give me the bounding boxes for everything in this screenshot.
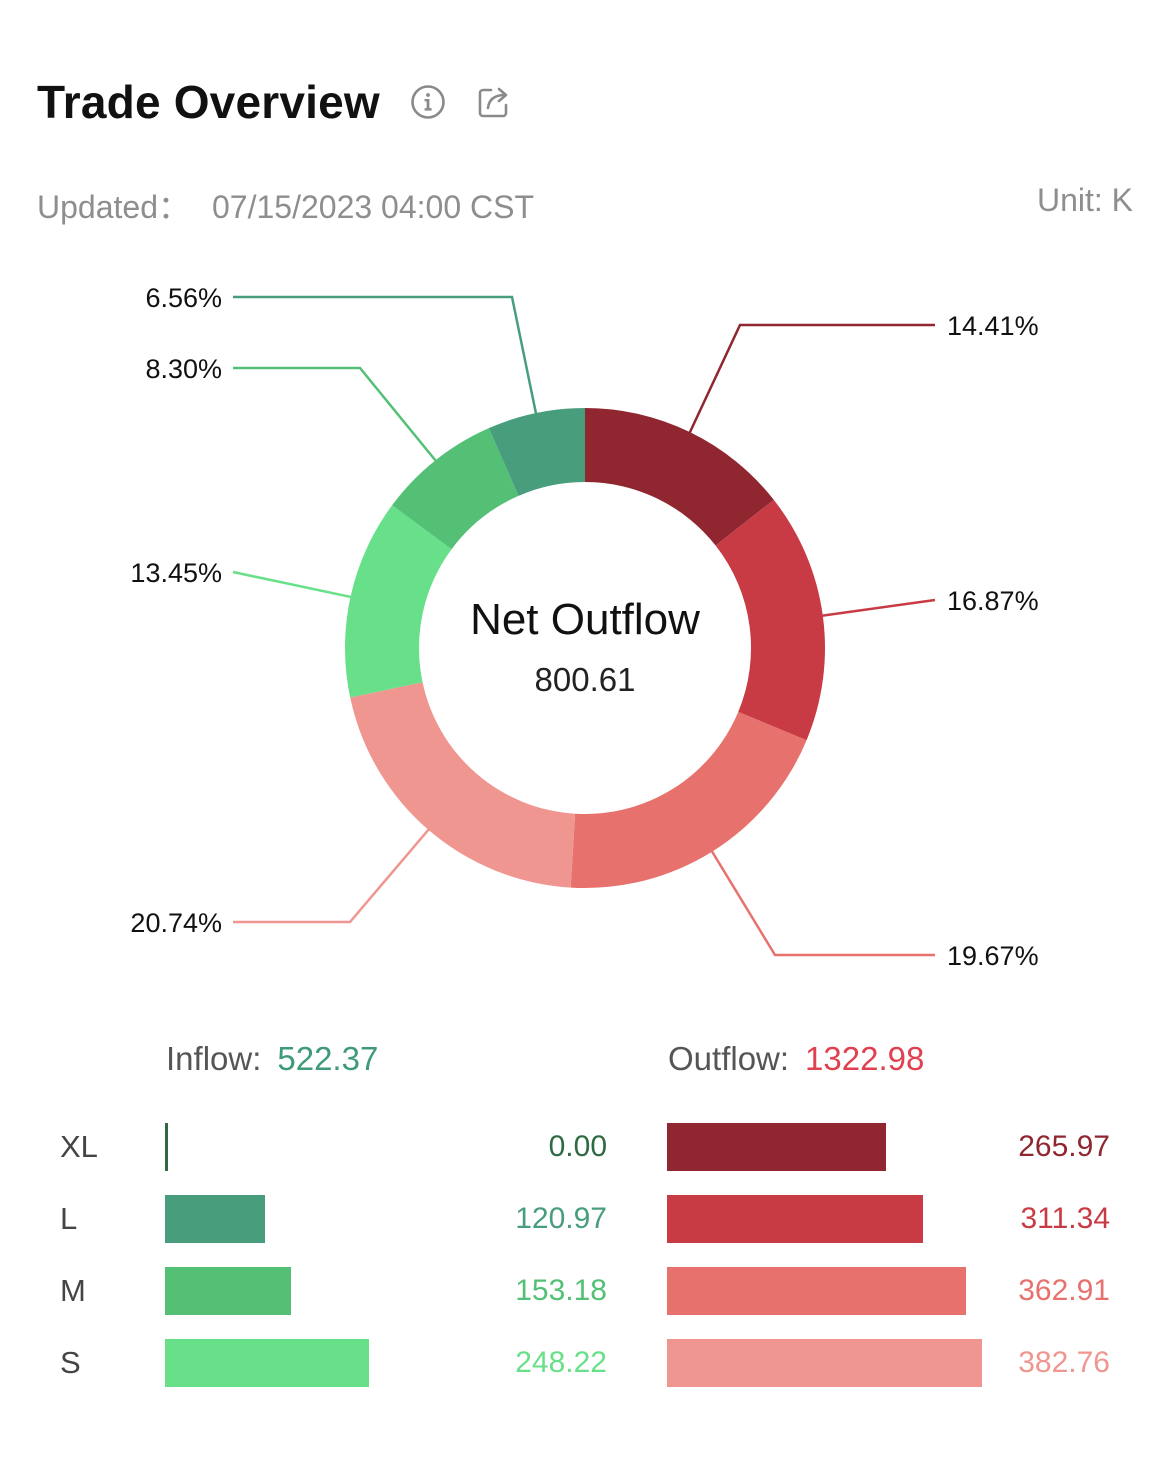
donut-chart: 14.41% 16.87% 19.67% 20.74% 13.45% 8.30% 6.56%… <box>130 283 1039 971</box>
donut-slice[interactable] <box>488 408 585 496</box>
outflow-bar <box>667 1339 982 1387</box>
outflow-bar <box>667 1195 924 1243</box>
donut-slice[interactable] <box>570 711 807 888</box>
leader-line <box>233 295 538 416</box>
slice-percent-label: 19.67% <box>947 941 1039 971</box>
inflow-summary: Inflow: 522.37 <box>166 1040 378 1078</box>
category-label: S <box>60 1345 81 1380</box>
leader-line <box>820 598 936 618</box>
inflow-total: 522.37 <box>277 1040 379 1077</box>
category-label: L <box>60 1201 78 1236</box>
slice-percent-label: 20.74% <box>130 908 222 938</box>
outflow-bar <box>667 1123 886 1171</box>
leader-line <box>233 827 431 924</box>
outflow-label: Outflow: <box>668 1040 790 1077</box>
leader-line <box>687 323 935 435</box>
slice-percent-label: 16.87% <box>947 586 1039 616</box>
outflow-value: 362.91 <box>1018 1274 1110 1307</box>
meta-row: Updated： 07/15/2023 04:00 CST Unit: K <box>37 182 1133 226</box>
inflow-bar <box>165 1267 292 1315</box>
donut-slice[interactable] <box>344 505 452 698</box>
center-value: 800.61 <box>535 661 636 698</box>
share-icon[interactable] <box>476 84 512 120</box>
updated-timestamp: Updated： 07/15/2023 04:00 CST <box>37 182 534 228</box>
donut-slice[interactable] <box>585 408 774 546</box>
slice-percent-label: 14.41% <box>947 311 1039 341</box>
page-title: Trade Overview <box>37 76 380 128</box>
outflow-summary: Outflow: 1322.98 <box>668 1040 924 1078</box>
unit-label: Unit: K <box>1036 182 1133 218</box>
inflow-bar <box>165 1339 370 1387</box>
inflow-bar <box>165 1123 168 1171</box>
info-icon[interactable] <box>410 84 446 120</box>
updated-label: Updated： <box>37 189 190 225</box>
inflow-value: 153.18 <box>515 1274 607 1307</box>
outflow-value: 265.97 <box>1018 1130 1110 1163</box>
inflow-bar <box>165 1195 265 1243</box>
donut-slice[interactable] <box>350 682 576 888</box>
donut-slice[interactable] <box>392 428 519 550</box>
category-label: M <box>60 1273 86 1308</box>
center-title: Net Outflow <box>470 595 700 644</box>
outflow-total: 1322.98 <box>805 1040 925 1077</box>
donut-slice[interactable] <box>715 499 825 741</box>
outflow-value: 382.76 <box>1018 1346 1110 1379</box>
inflow-label: Inflow: <box>166 1040 262 1077</box>
slice-percent-label: 8.30% <box>145 354 222 384</box>
leader-line <box>710 849 935 957</box>
inflow-value: 120.97 <box>515 1202 607 1235</box>
category-label: XL <box>60 1129 98 1164</box>
inflow-value: 0.00 <box>548 1130 607 1163</box>
outflow-bar <box>667 1267 966 1315</box>
slice-percent-label: 6.56% <box>145 283 222 313</box>
slice-percent-label: 13.45% <box>130 558 222 588</box>
outflow-value: 311.34 <box>1020 1202 1110 1235</box>
leader-line <box>232 570 353 599</box>
header: Trade Overview <box>37 72 512 132</box>
updated-value: 07/15/2023 04:00 CST <box>212 189 535 225</box>
leader-line <box>233 366 438 463</box>
inflow-value: 248.22 <box>515 1346 607 1379</box>
